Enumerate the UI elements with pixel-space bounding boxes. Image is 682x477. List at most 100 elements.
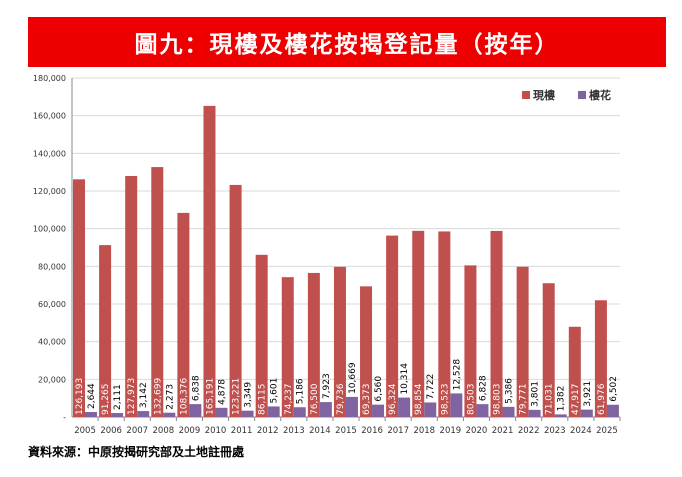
data-label: 86,115 — [258, 384, 268, 416]
data-label: 2,644 — [87, 383, 97, 409]
x-tick-label: 2009 — [179, 426, 201, 436]
bar-offplan — [580, 409, 593, 417]
y-tick-label: 160,000 — [33, 112, 66, 121]
data-label: 2,111 — [113, 384, 123, 410]
y-tick-label: 20,000 — [38, 375, 66, 384]
data-label: 98,854 — [414, 383, 424, 415]
x-tick-label: 2015 — [335, 426, 357, 436]
bar-offplan — [293, 407, 306, 417]
bar-completed — [568, 326, 581, 417]
x-tick-label: 2010 — [205, 426, 227, 436]
data-label: 165,191 — [205, 378, 215, 415]
data-label: 71,031 — [545, 384, 555, 416]
legend-swatch — [578, 91, 586, 99]
x-tick-label: 2008 — [153, 426, 175, 436]
x-tick-label: 2017 — [387, 426, 409, 436]
chart-title: 圖九：現樓及樓花按揭登記量（按年） — [28, 17, 666, 67]
data-label: 108,376 — [179, 378, 189, 415]
bar-offplan — [111, 413, 124, 417]
source-note: 資料來源：中原按揭研究部及土地註冊處 — [28, 445, 245, 459]
bar-completed — [307, 272, 320, 417]
x-tick-label: 2021 — [492, 426, 514, 436]
data-label: 1,382 — [557, 386, 567, 412]
y-tick-label: 120,000 — [33, 187, 66, 196]
data-label: 7,923 — [322, 373, 332, 399]
bar-completed — [412, 230, 425, 417]
y-tick-label: - — [63, 413, 66, 422]
bar-completed — [281, 277, 294, 417]
bar-completed — [386, 235, 399, 417]
bar-completed — [542, 283, 555, 417]
data-label: 6,502 — [609, 376, 619, 402]
bar-completed — [177, 212, 190, 417]
bar-completed — [490, 230, 503, 417]
bar-offplan — [85, 412, 97, 417]
x-tick-label: 2005 — [74, 426, 96, 436]
legend-swatch — [522, 91, 530, 99]
data-label: 3,142 — [139, 382, 149, 408]
bar-offplan — [137, 411, 150, 417]
data-label: 12,528 — [452, 359, 462, 391]
bar-offplan — [372, 404, 385, 417]
bar-offplan — [606, 404, 619, 417]
bar-completed — [594, 300, 607, 417]
data-label: 79,736 — [336, 383, 346, 415]
bar-completed — [255, 254, 268, 417]
data-label: 6,828 — [478, 375, 488, 401]
data-label: 3,349 — [244, 382, 254, 408]
bar-completed — [464, 265, 477, 417]
x-tick-label: 2024 — [570, 426, 592, 436]
x-tick-label: 2006 — [100, 426, 122, 436]
data-label: 80,503 — [466, 384, 476, 416]
data-label: 5,386 — [505, 378, 515, 404]
bar-completed — [99, 245, 112, 417]
y-tick-label: 40,000 — [38, 338, 66, 347]
bar-completed — [516, 266, 529, 417]
y-tick-label: 60,000 — [38, 300, 66, 309]
bar-completed — [360, 286, 373, 417]
data-label: 79,771 — [519, 384, 529, 416]
data-label: 76,500 — [310, 383, 320, 415]
bar-offplan — [450, 393, 463, 417]
data-label: 91,265 — [101, 384, 111, 416]
data-label: 10,669 — [348, 362, 358, 394]
legend-label: 樓花 — [589, 88, 611, 102]
bar-offplan — [502, 406, 515, 417]
bar-offplan — [424, 402, 437, 417]
y-tick-label: 140,000 — [33, 149, 66, 158]
data-label: 3,801 — [531, 381, 541, 407]
data-label: 6,838 — [191, 375, 201, 401]
bar-completed — [333, 266, 346, 417]
bar-offplan — [476, 404, 489, 417]
x-tick-label: 2018 — [413, 426, 435, 436]
bar-offplan — [267, 406, 280, 417]
x-tick-label: 2007 — [126, 426, 148, 436]
bar-offplan — [241, 410, 254, 417]
data-label: 5,601 — [270, 378, 280, 404]
x-tick-label: 2012 — [257, 426, 279, 436]
bar-offplan — [189, 404, 202, 417]
data-label: 3,921 — [583, 381, 593, 407]
data-label: 2,273 — [165, 384, 175, 410]
data-label: 123,221 — [232, 378, 242, 415]
x-tick-label: 2011 — [231, 426, 253, 436]
bar-offplan — [554, 414, 567, 417]
x-tick-label: 2025 — [596, 426, 618, 436]
data-label: 127,973 — [127, 378, 137, 415]
data-label: 96,324 — [388, 383, 398, 415]
bar-offplan — [163, 412, 176, 417]
data-label: 7,722 — [426, 374, 436, 400]
data-label: 61,976 — [597, 383, 607, 415]
bar-offplan — [398, 397, 411, 417]
y-tick-label: 100,000 — [33, 225, 66, 234]
y-tick-label: 80,000 — [38, 262, 66, 271]
legend-label: 現樓 — [533, 88, 555, 102]
data-label: 10,314 — [400, 363, 410, 395]
x-tick-label: 2020 — [466, 426, 488, 436]
data-label: 6,560 — [374, 376, 384, 402]
bar-offplan — [215, 407, 228, 417]
data-label: 98,803 — [493, 384, 503, 416]
y-tick-label: 180,000 — [33, 74, 66, 83]
data-label: 126,193 — [75, 378, 85, 415]
bar-completed — [438, 231, 451, 417]
